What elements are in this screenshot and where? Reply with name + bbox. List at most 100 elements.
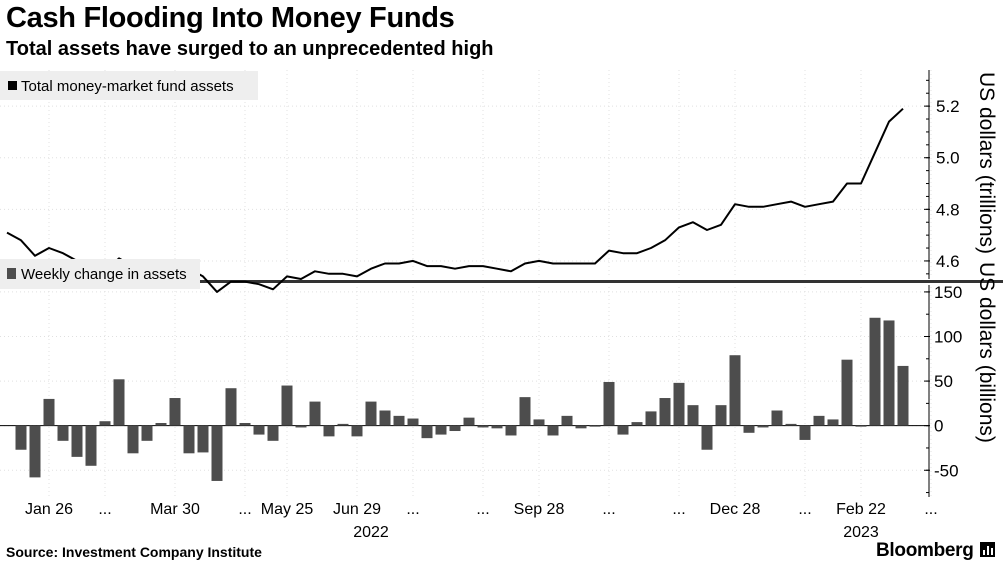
bar xyxy=(71,425,83,457)
x-tick-label: Mar 30 xyxy=(150,501,200,518)
bar xyxy=(393,415,405,426)
bar xyxy=(295,425,307,428)
bar xyxy=(631,422,643,426)
x-tick-label: ... xyxy=(924,501,937,518)
bar xyxy=(463,417,475,426)
y-tick-label-top: 4.6 xyxy=(936,252,960,271)
y-tick-label-bottom: -50 xyxy=(934,461,959,480)
bar xyxy=(771,410,783,426)
x-tick-label: May 25 xyxy=(261,501,314,518)
bar xyxy=(757,425,769,428)
bar xyxy=(799,425,811,440)
bar xyxy=(365,401,377,426)
bar xyxy=(323,425,335,437)
legend-swatch-bar xyxy=(7,268,16,279)
bar xyxy=(477,425,489,428)
bar xyxy=(435,425,447,435)
bar xyxy=(197,425,209,453)
bar xyxy=(449,425,461,432)
bar xyxy=(841,359,853,426)
x-tick-label: ... xyxy=(406,501,419,518)
bar xyxy=(575,425,587,429)
bar xyxy=(169,398,181,426)
y-tick-label-top: 5.0 xyxy=(936,149,960,168)
bar xyxy=(645,411,657,426)
bar xyxy=(421,425,433,439)
brand-text: Bloomberg xyxy=(876,540,974,561)
bar xyxy=(379,410,391,426)
x-year-label: 2023 xyxy=(843,524,879,541)
bar xyxy=(701,425,713,450)
bar xyxy=(715,405,727,426)
bar xyxy=(491,425,503,429)
bar xyxy=(743,425,755,433)
bar xyxy=(155,422,167,426)
bar xyxy=(603,381,615,426)
bar xyxy=(869,317,881,426)
bar xyxy=(253,425,265,435)
y-tick-label-bottom: 150 xyxy=(934,283,962,302)
x-tick-label: Sep 28 xyxy=(514,501,565,518)
legend-box-top xyxy=(0,71,258,100)
bar xyxy=(183,425,195,454)
bar xyxy=(855,425,867,427)
bar xyxy=(29,425,41,478)
bloomberg-bars-icon xyxy=(979,542,995,557)
bar xyxy=(99,421,111,426)
legend-box-bottom xyxy=(0,259,200,289)
bar xyxy=(897,365,909,426)
chart-title: Cash Flooding Into Money Funds xyxy=(6,2,455,34)
y-axis-title-bottom: US dollars (billions) xyxy=(975,262,998,443)
bar xyxy=(309,401,321,426)
bar xyxy=(337,423,349,426)
bar xyxy=(267,425,279,441)
bloomberg-logo: Bloomberg xyxy=(876,540,995,562)
bar xyxy=(43,398,55,426)
bar xyxy=(505,425,517,436)
x-tick-label: Dec 28 xyxy=(710,501,761,518)
x-tick-label: ... xyxy=(602,501,615,518)
source-note: Source: Investment Company Institute xyxy=(6,544,262,560)
x-year-label: 2022 xyxy=(353,524,389,541)
bar xyxy=(813,415,825,426)
x-tick-label: Feb 22 xyxy=(836,501,886,518)
panel-divider xyxy=(0,280,1003,283)
bar xyxy=(883,320,895,426)
bar xyxy=(617,425,629,435)
bar xyxy=(673,382,685,426)
bar xyxy=(589,425,601,427)
bar xyxy=(729,355,741,426)
chart-subtitle: Total assets have surged to an unprecede… xyxy=(6,38,494,60)
legend-swatch-line xyxy=(8,81,17,90)
y-tick-label-bottom: 0 xyxy=(934,417,943,436)
bar xyxy=(533,419,545,426)
bar xyxy=(211,425,223,481)
bar xyxy=(57,425,69,441)
bar xyxy=(827,419,839,426)
x-tick-label: ... xyxy=(98,501,111,518)
bar xyxy=(547,425,559,436)
x-tick-label: ... xyxy=(476,501,489,518)
bar xyxy=(561,415,573,426)
bar xyxy=(225,388,237,426)
bar xyxy=(785,423,797,426)
legend-label-top: Total money-market fund assets xyxy=(21,78,234,95)
bar xyxy=(659,398,671,426)
x-tick-label: ... xyxy=(238,501,251,518)
bar xyxy=(687,405,699,426)
y-axis-title-top: US dollars (trillions) xyxy=(975,72,998,254)
bar xyxy=(85,425,97,466)
bar xyxy=(127,425,139,454)
bar xyxy=(113,379,125,426)
x-tick-label: Jan 26 xyxy=(25,501,73,518)
bar xyxy=(239,422,251,426)
y-tick-label-bottom: 100 xyxy=(934,328,962,347)
y-tick-label-top: 5.2 xyxy=(936,97,960,116)
bar xyxy=(351,425,363,437)
x-tick-label: ... xyxy=(672,501,685,518)
bar xyxy=(407,418,419,426)
x-tick-label: Jun 29 xyxy=(333,501,381,518)
bar xyxy=(281,385,293,426)
bar xyxy=(141,425,153,441)
